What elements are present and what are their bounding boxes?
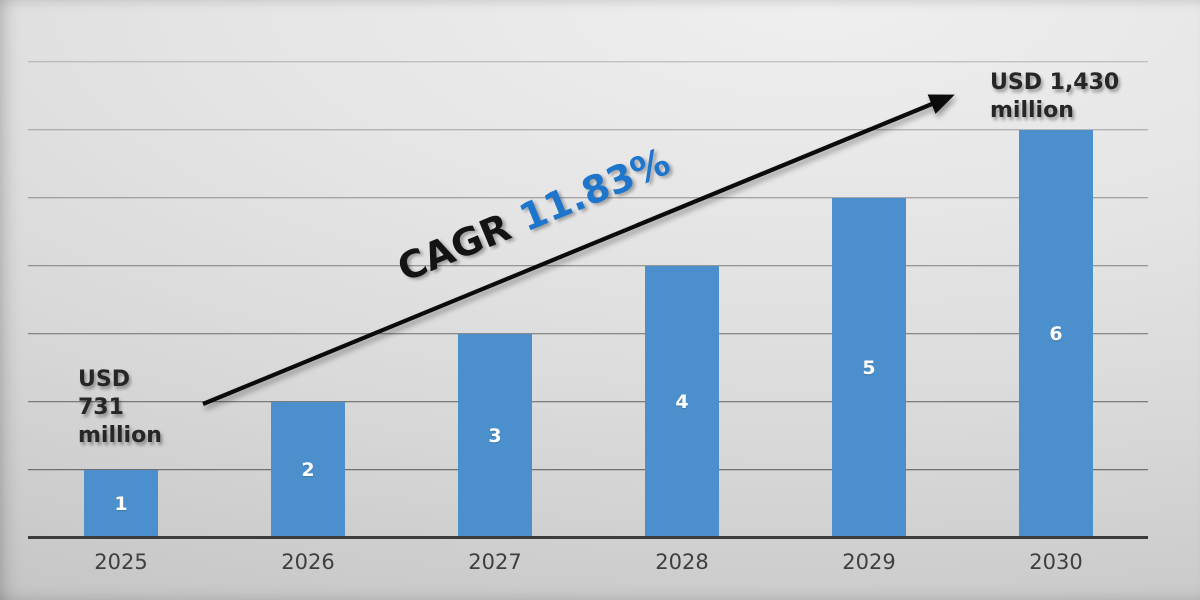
gridline xyxy=(28,129,1148,131)
start-value-annotation: USD 731 million xyxy=(78,367,162,448)
x-tick-label-2030: 2030 xyxy=(1029,550,1083,574)
gridline xyxy=(28,401,1148,403)
gridline xyxy=(28,197,1148,199)
bar-2026: 2 xyxy=(271,402,345,538)
bar-value-label: 6 xyxy=(1049,323,1063,345)
gridline xyxy=(28,333,1148,335)
x-tick-label-2026: 2026 xyxy=(281,550,335,574)
x-tick-label-2028: 2028 xyxy=(655,550,709,574)
x-tick-label-2025: 2025 xyxy=(94,550,148,574)
bar-2029: 5 xyxy=(832,198,906,538)
bar-value-label: 4 xyxy=(675,391,689,413)
bar-2030: 6 xyxy=(1019,130,1093,538)
bar-2027: 3 xyxy=(458,334,532,538)
gridline xyxy=(28,61,1148,63)
bar-value-label: 2 xyxy=(301,459,315,481)
x-tick-label-2029: 2029 xyxy=(842,550,896,574)
x-tick-label-2027: 2027 xyxy=(468,550,522,574)
bar-2025: 1 xyxy=(84,470,158,538)
trend-arrow-line xyxy=(202,94,955,406)
bar-value-label: 3 xyxy=(488,425,502,447)
bar-value-label: 1 xyxy=(114,493,128,515)
bar-2028: 4 xyxy=(645,266,719,538)
end-value-annotation: USD 1,430 million xyxy=(990,70,1120,123)
gridline xyxy=(28,265,1148,267)
bar-value-label: 5 xyxy=(862,357,876,379)
x-axis-line xyxy=(28,536,1148,539)
gridline xyxy=(28,469,1148,471)
